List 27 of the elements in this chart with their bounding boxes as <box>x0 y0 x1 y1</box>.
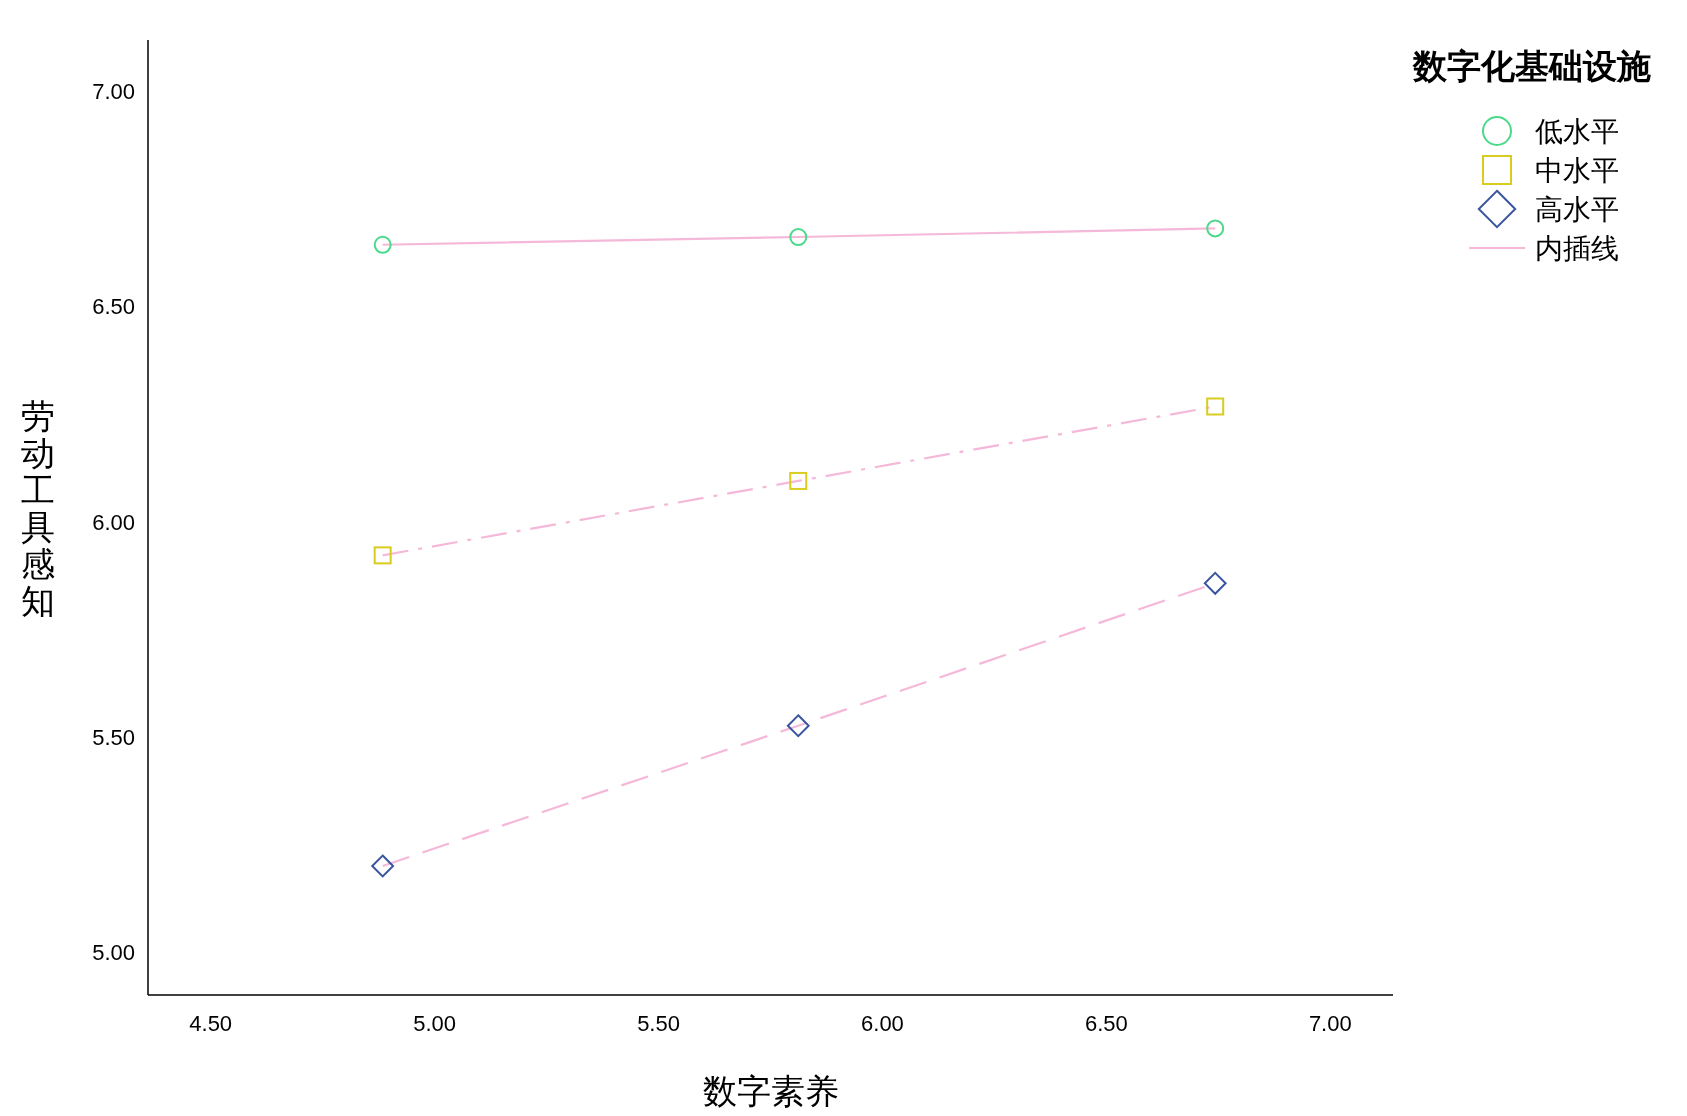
point <box>1206 219 1225 238</box>
legend-label: 内插线 <box>1535 231 1619 265</box>
point <box>371 854 395 878</box>
y-tick-label: 7.00 <box>92 79 135 105</box>
x-tick-label: 5.50 <box>637 1011 680 1036</box>
point <box>1203 571 1227 595</box>
y-tick-label: 5.50 <box>92 724 135 750</box>
x-tick-label: 5.00 <box>413 1011 457 1036</box>
y-tick-label: 6.50 <box>92 294 135 320</box>
x-tick-label: 7.00 <box>1308 1011 1352 1036</box>
y-axis-title: 劳动工具感知 <box>21 396 55 621</box>
point <box>789 471 808 490</box>
y-tick-label: 6.00 <box>92 509 135 535</box>
x-tick-label: 6.50 <box>1084 1011 1128 1036</box>
point <box>373 546 392 565</box>
x-tick-label: 6.00 <box>861 1011 904 1036</box>
legend-label: 中水平 <box>1535 153 1619 187</box>
point <box>789 228 808 247</box>
y-tick-label: 5.00 <box>92 939 135 965</box>
legend-label: 低水平 <box>1535 114 1619 148</box>
point <box>786 714 810 738</box>
point <box>373 235 392 254</box>
x-tick-label: 4.50 <box>189 1011 233 1036</box>
point <box>1206 397 1225 416</box>
legend-label: 高水平 <box>1535 192 1619 226</box>
x-axis-title: 数字素养 <box>702 1071 839 1111</box>
legend-title: 数字化基础设施 <box>1412 46 1651 86</box>
